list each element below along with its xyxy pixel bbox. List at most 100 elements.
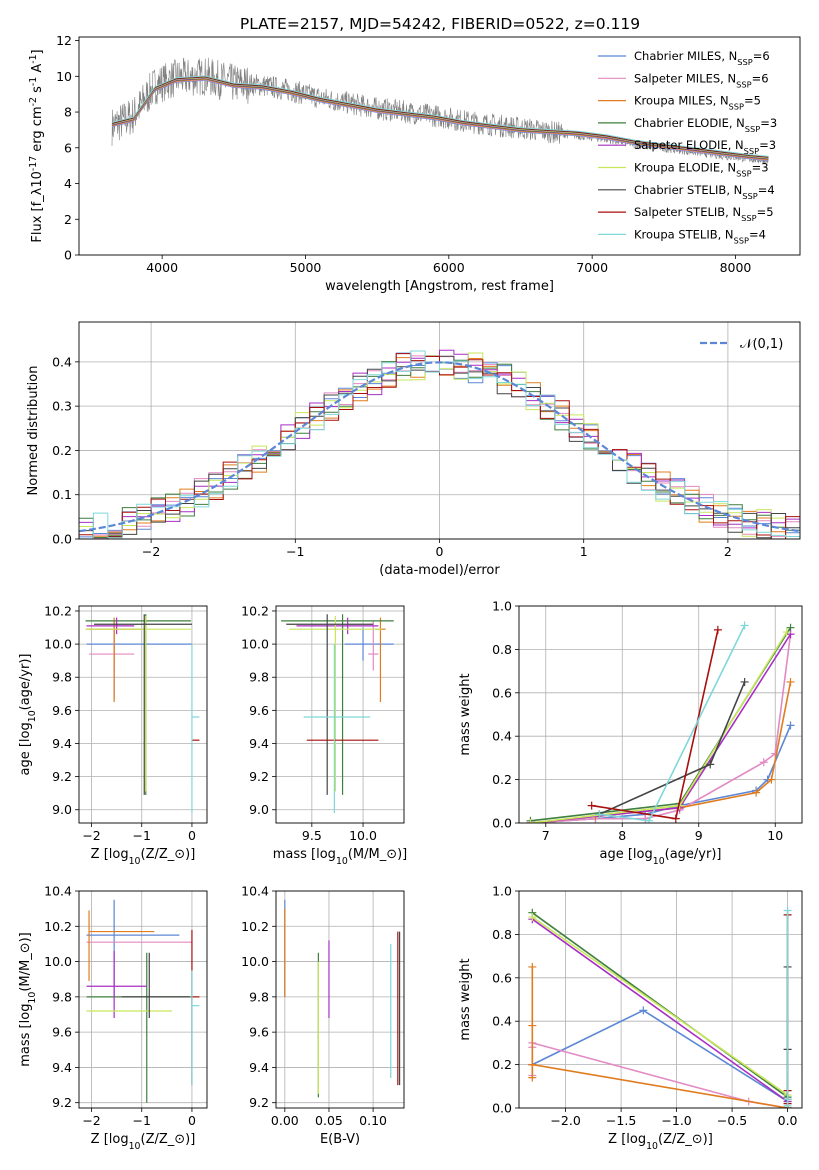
- residuals-legend: 𝒩(0,1): [700, 337, 783, 352]
- mass_vs_ebv-frame: [275, 890, 405, 1109]
- errorbar-point: [121, 952, 190, 1019]
- errorbar-point: [344, 627, 394, 661]
- age_vs_mass-frame: [275, 605, 405, 824]
- y-axis-label: mass weight: [458, 673, 473, 755]
- y-tick-label: 0.6: [492, 685, 512, 700]
- y-tick-label: 9.6: [52, 703, 72, 718]
- x-tick-label: −2: [82, 1113, 100, 1128]
- mass-weight-marker: [752, 788, 761, 797]
- x-tick-label: 7: [542, 828, 550, 843]
- y-axis-label: mass weight: [458, 958, 473, 1040]
- mass-weight-line-0: [531, 1009, 789, 1103]
- y-tick-label: 9.4: [249, 1060, 269, 1075]
- mass-weight-marker: [595, 810, 604, 819]
- errorbar-point: [296, 617, 379, 635]
- y-tick-label: 10.2: [241, 603, 269, 618]
- x-tick-label: −1.0: [661, 1113, 691, 1128]
- y-tick-label: 0.8: [492, 927, 512, 942]
- mass_vs_Z-frame: [78, 890, 208, 1109]
- y-tick-label: 0.4: [492, 729, 512, 744]
- x-tick-label: −1: [286, 544, 304, 559]
- mass-weight-line-3: [531, 912, 789, 1098]
- x-axis-label: E(B-V): [320, 1132, 360, 1147]
- mass-weight-marker: [713, 625, 722, 634]
- x-tick-label: 0: [436, 544, 444, 559]
- y-axis-label: Normed distribution: [26, 366, 41, 496]
- x-tick-label: −0.5: [717, 1113, 747, 1128]
- spectrum-axes: 4000 5000 6000 7000 8000 0 2 4 6 8 10 12 wavelength …: [28, 33, 752, 294]
- mass-weight-line-2: [531, 967, 788, 1108]
- x-tick-label: 0: [188, 1113, 196, 1128]
- y-tick-label: 9.0: [249, 802, 269, 817]
- errorbar-point: [88, 910, 155, 981]
- y-tick-label: 9.4: [52, 1060, 72, 1075]
- mass_weight_vs_age-axes: 7 8 9 10 0.0 0.2 0.4 0.6 0.8 1.0 age [log10(age/yr…: [458, 599, 802, 867]
- x-tick-label: 0.00: [271, 1113, 299, 1128]
- x-tick-label: 10.0: [349, 828, 377, 843]
- y-tick-label: 0.1: [52, 487, 72, 502]
- legend-label: Chabrier ELODIE, NSSP=3: [634, 116, 777, 134]
- mass-weight-marker: [783, 1095, 792, 1104]
- age_vs_mass-axes: 9.5 10.0 9.0 9.2 9.4 9.6 9.8 10.0 10.2 mass [log1…: [241, 603, 407, 866]
- errorbar-point: [286, 614, 374, 795]
- x-tick-label: 6000: [433, 260, 465, 275]
- y-tick-label: 0.8: [492, 642, 512, 657]
- errorbar-point: [85, 614, 191, 795]
- y-axis-label: Flux [f_λ10-17 erg cm-2 s-1 A-1]: [28, 49, 46, 242]
- y-tick-label: 9.2: [249, 769, 269, 784]
- spectrum-plot-area: [111, 57, 769, 165]
- x-tick-label: 2: [724, 544, 732, 559]
- x-tick-label: 4000: [146, 260, 178, 275]
- x-tick-label: 9.5: [302, 828, 322, 843]
- x-tick-label: 0.05: [315, 1113, 343, 1128]
- errorbar-point: [94, 614, 192, 795]
- x-axis-label: Z [log10(Z/Z_⊙)]: [91, 847, 196, 867]
- x-tick-label: 9: [695, 828, 703, 843]
- legend-label: Kroupa STELIB, NSSP=4: [634, 227, 766, 245]
- y-tick-label: 0.6: [492, 970, 512, 985]
- figure-title: PLATE=2157, MJD=54242, FIBERID=0522, z=0…: [240, 15, 640, 33]
- residuals-frame: [78, 321, 801, 540]
- mass-weight-marker: [706, 760, 715, 769]
- x-axis-label: wavelength [Angstrom, rest frame]: [325, 279, 554, 294]
- mass-weight-marker: [782, 628, 791, 637]
- mass-weight-line-8: [599, 625, 746, 822]
- errorbar-point: [375, 617, 386, 703]
- y-tick-label: 9.6: [249, 1025, 269, 1040]
- mass-weight-marker: [767, 775, 776, 784]
- errorbar-point: [89, 620, 135, 671]
- x-tick-label: −2: [82, 828, 100, 843]
- y-tick-label: 9.8: [249, 989, 269, 1004]
- x-tick-label: 1: [580, 544, 588, 559]
- errorbar-point: [86, 617, 142, 703]
- y-tick-label: 9.8: [52, 989, 72, 1004]
- errorbar-point: [191, 644, 200, 814]
- y-tick-label: 10.2: [241, 919, 269, 934]
- mass_weight_vs_Z-axes: −2.0 −1.5 −1.0 −0.5 0.0 0.0 0.2 0.4 0.6 0.8 1.0 Z […: [458, 884, 802, 1152]
- x-tick-label: 8000: [720, 260, 752, 275]
- y-tick-label: 0.2: [492, 772, 512, 787]
- mass-weight-line-4: [530, 633, 792, 823]
- x-tick-label: −1: [133, 828, 151, 843]
- legend-label: Salpeter MILES, NSSP=6: [634, 71, 769, 89]
- mass-weight-marker: [740, 677, 749, 686]
- mass-weight-marker: [526, 819, 535, 823]
- y-tick-label: 9.4: [52, 736, 72, 751]
- mass-weight-marker: [786, 721, 795, 730]
- x-axis-label: mass [log10(M/M_⊙)]: [273, 847, 408, 867]
- mass_weight_vs_age-frame: [518, 605, 803, 824]
- mass_weight_vs_Z-frame: [518, 890, 803, 1109]
- errorbar-point: [289, 615, 382, 792]
- y-tick-label: 9.4: [249, 736, 269, 751]
- y-tick-label: 0.0: [492, 816, 512, 831]
- y-tick-label: 10.0: [44, 637, 72, 652]
- y-tick-label: 9.6: [52, 1025, 72, 1040]
- age_vs_Z-axes: −2 −1 0 9.0 9.2 9.4 9.6 9.8 10.0 10.2 Z [log10(Z/Z…: [18, 603, 207, 867]
- y-tick-label: 9.2: [52, 1095, 72, 1110]
- mass-weight-marker: [528, 962, 537, 971]
- x-tick-label: 10: [767, 828, 783, 843]
- legend-label: 𝒩(0,1): [740, 337, 783, 352]
- mass_weight_vs_age-plot-area: [526, 621, 795, 823]
- mass-weight-marker: [786, 677, 795, 686]
- y-tick-label: 0.2: [52, 443, 72, 458]
